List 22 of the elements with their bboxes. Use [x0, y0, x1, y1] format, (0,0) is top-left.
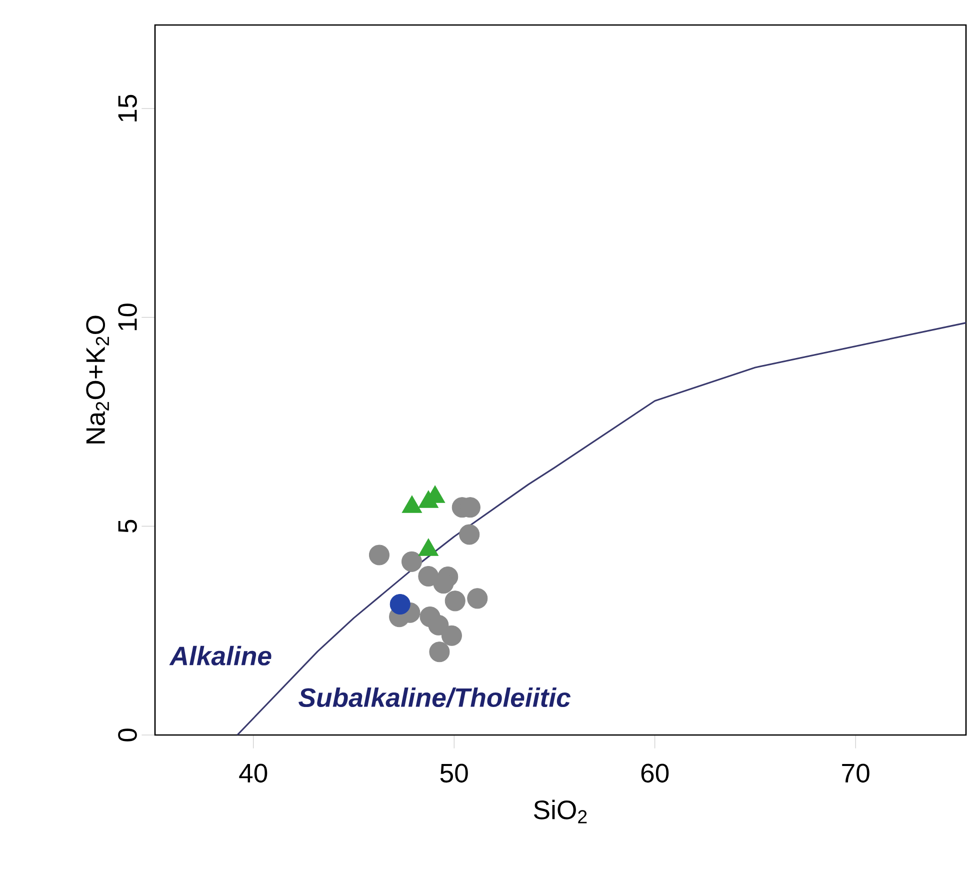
point	[401, 551, 422, 572]
annotation: Subalkaline/Tholeiitic	[298, 687, 571, 708]
x-tick-label: 70	[842, 764, 870, 783]
x-tick-label: 60	[641, 764, 669, 783]
x-tick-label: 40	[239, 764, 268, 783]
y-tick-label: 5	[118, 520, 137, 533]
x-tick-label: 50	[440, 764, 468, 783]
point	[428, 614, 449, 636]
point	[444, 590, 466, 612]
point	[390, 594, 410, 615]
point	[429, 642, 450, 662]
y-axis-title: Na$_{2}$O+K$_{2}$O	[86, 316, 109, 444]
point	[467, 588, 488, 609]
point	[441, 625, 462, 646]
y-tick-label: 0	[118, 728, 137, 742]
point	[368, 544, 390, 566]
y-tick-label: 15	[118, 94, 137, 122]
point	[459, 524, 480, 545]
point	[418, 566, 439, 587]
y-tick-label: 10	[118, 304, 137, 330]
annotation: Alkaline	[169, 646, 272, 666]
x-axis-title: SiO$_{2}$	[534, 800, 587, 824]
